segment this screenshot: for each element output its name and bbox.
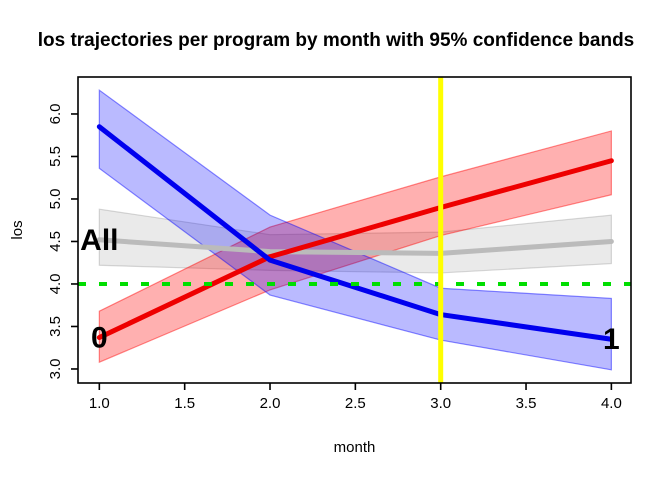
y-axis-label: los [9,220,26,239]
series-label-All: All [80,224,118,257]
y-tick-label: 5.5 [47,146,64,167]
series-label-0: 0 [91,322,108,355]
confidence-band-0 [98,130,612,364]
x-axis-label: month [334,439,376,456]
trend-line-0 [96,158,614,341]
x-tick-label: 3.0 [430,395,451,412]
x-tick-label: 2.0 [260,395,281,412]
y-tick-label: 4.5 [47,231,64,252]
x-tick-label: 1.0 [89,395,110,412]
y-tick-label: 3.0 [47,359,64,380]
y-tick-label: 6.0 [47,104,64,125]
y-tick-label: 4.0 [47,274,64,295]
y-tick-label: 5.0 [47,189,64,210]
x-tick-label: 2.5 [345,395,366,412]
trend-line-1 [96,124,614,342]
y-tick-label: 3.5 [47,316,64,337]
x-tick-label: 4.0 [601,395,622,412]
series-label-1: 1 [603,323,620,356]
trend-line-All [96,237,614,256]
chart-title: los trajectories per program by month wi… [37,30,635,51]
plot-area-border [77,76,632,384]
confidence-band-All [98,208,612,274]
x-tick-label: 3.5 [516,395,537,412]
x-tick-label: 1.5 [174,395,195,412]
